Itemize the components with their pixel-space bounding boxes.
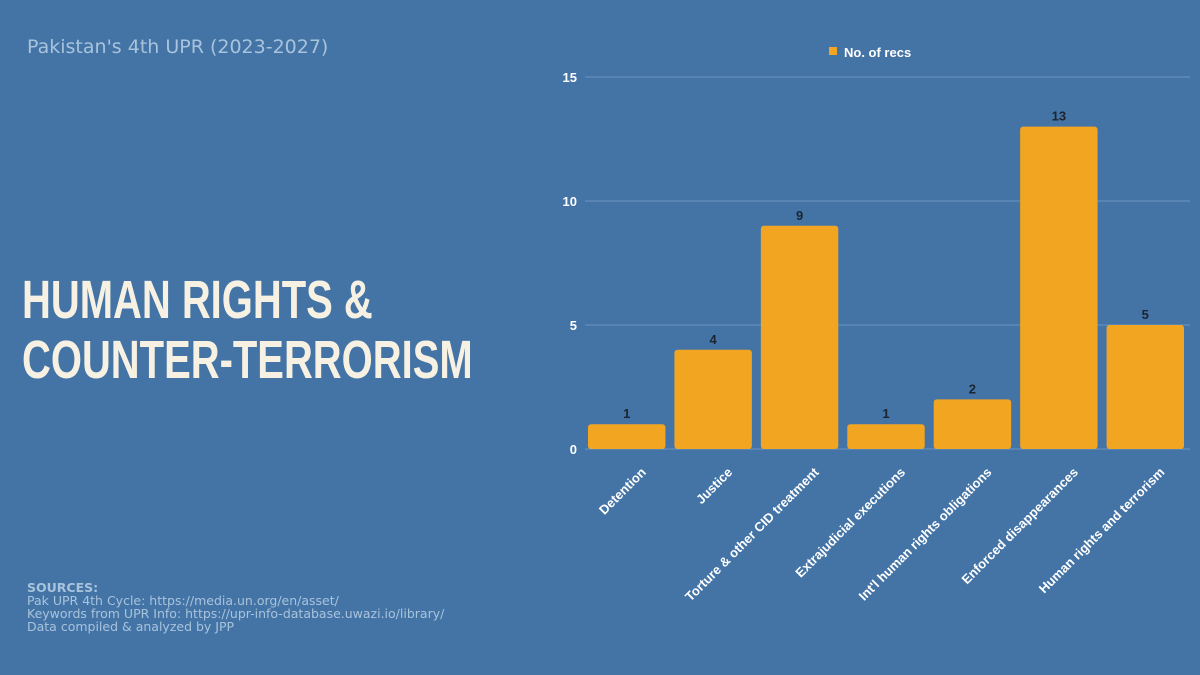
y-tick-label: 5 bbox=[570, 318, 577, 333]
source-line-3: Data compiled & analyzed by JPP bbox=[27, 619, 235, 634]
bar-value-label: 1 bbox=[882, 406, 889, 421]
bar-value-label: 2 bbox=[969, 381, 976, 396]
chart-subtitle: Pakistan's 4th UPR (2023-2027) bbox=[27, 36, 329, 58]
x-tick-label: Justice bbox=[693, 465, 735, 507]
bar-value-label: 5 bbox=[1142, 307, 1149, 322]
x-tick-label: Detention bbox=[596, 464, 649, 517]
sources-block: SOURCES: Pak UPR 4th Cycle: https://medi… bbox=[27, 581, 444, 633]
bar-value-label: 13 bbox=[1052, 109, 1066, 124]
source-line-2: Keywords from UPR Info: https://upr-info… bbox=[27, 606, 445, 621]
legend-swatch bbox=[829, 47, 837, 55]
legend-label: No. of recs bbox=[844, 45, 911, 60]
bar bbox=[933, 399, 1012, 449]
bar-value-label: 9 bbox=[796, 208, 803, 223]
source-line-1: Pak UPR 4th Cycle: https://media.un.org/… bbox=[27, 593, 339, 608]
bar-value-label: 4 bbox=[710, 332, 718, 347]
bar bbox=[1106, 325, 1184, 449]
bar bbox=[760, 225, 839, 449]
sources-title: SOURCES: bbox=[27, 580, 99, 595]
headline: HUMAN RIGHTS & COUNTER-TERRORISM bbox=[22, 270, 473, 390]
y-tick-label: 15 bbox=[563, 70, 577, 85]
headline-line-2: COUNTER-TERRORISM bbox=[22, 330, 473, 390]
bar bbox=[1020, 126, 1098, 449]
bar bbox=[588, 424, 666, 449]
bar bbox=[674, 349, 752, 449]
bar bbox=[847, 424, 925, 449]
headline-line-1: HUMAN RIGHTS & bbox=[22, 270, 373, 330]
bar-value-label: 1 bbox=[623, 406, 630, 421]
y-tick-label: 0 bbox=[570, 442, 577, 457]
y-tick-label: 10 bbox=[563, 194, 577, 209]
